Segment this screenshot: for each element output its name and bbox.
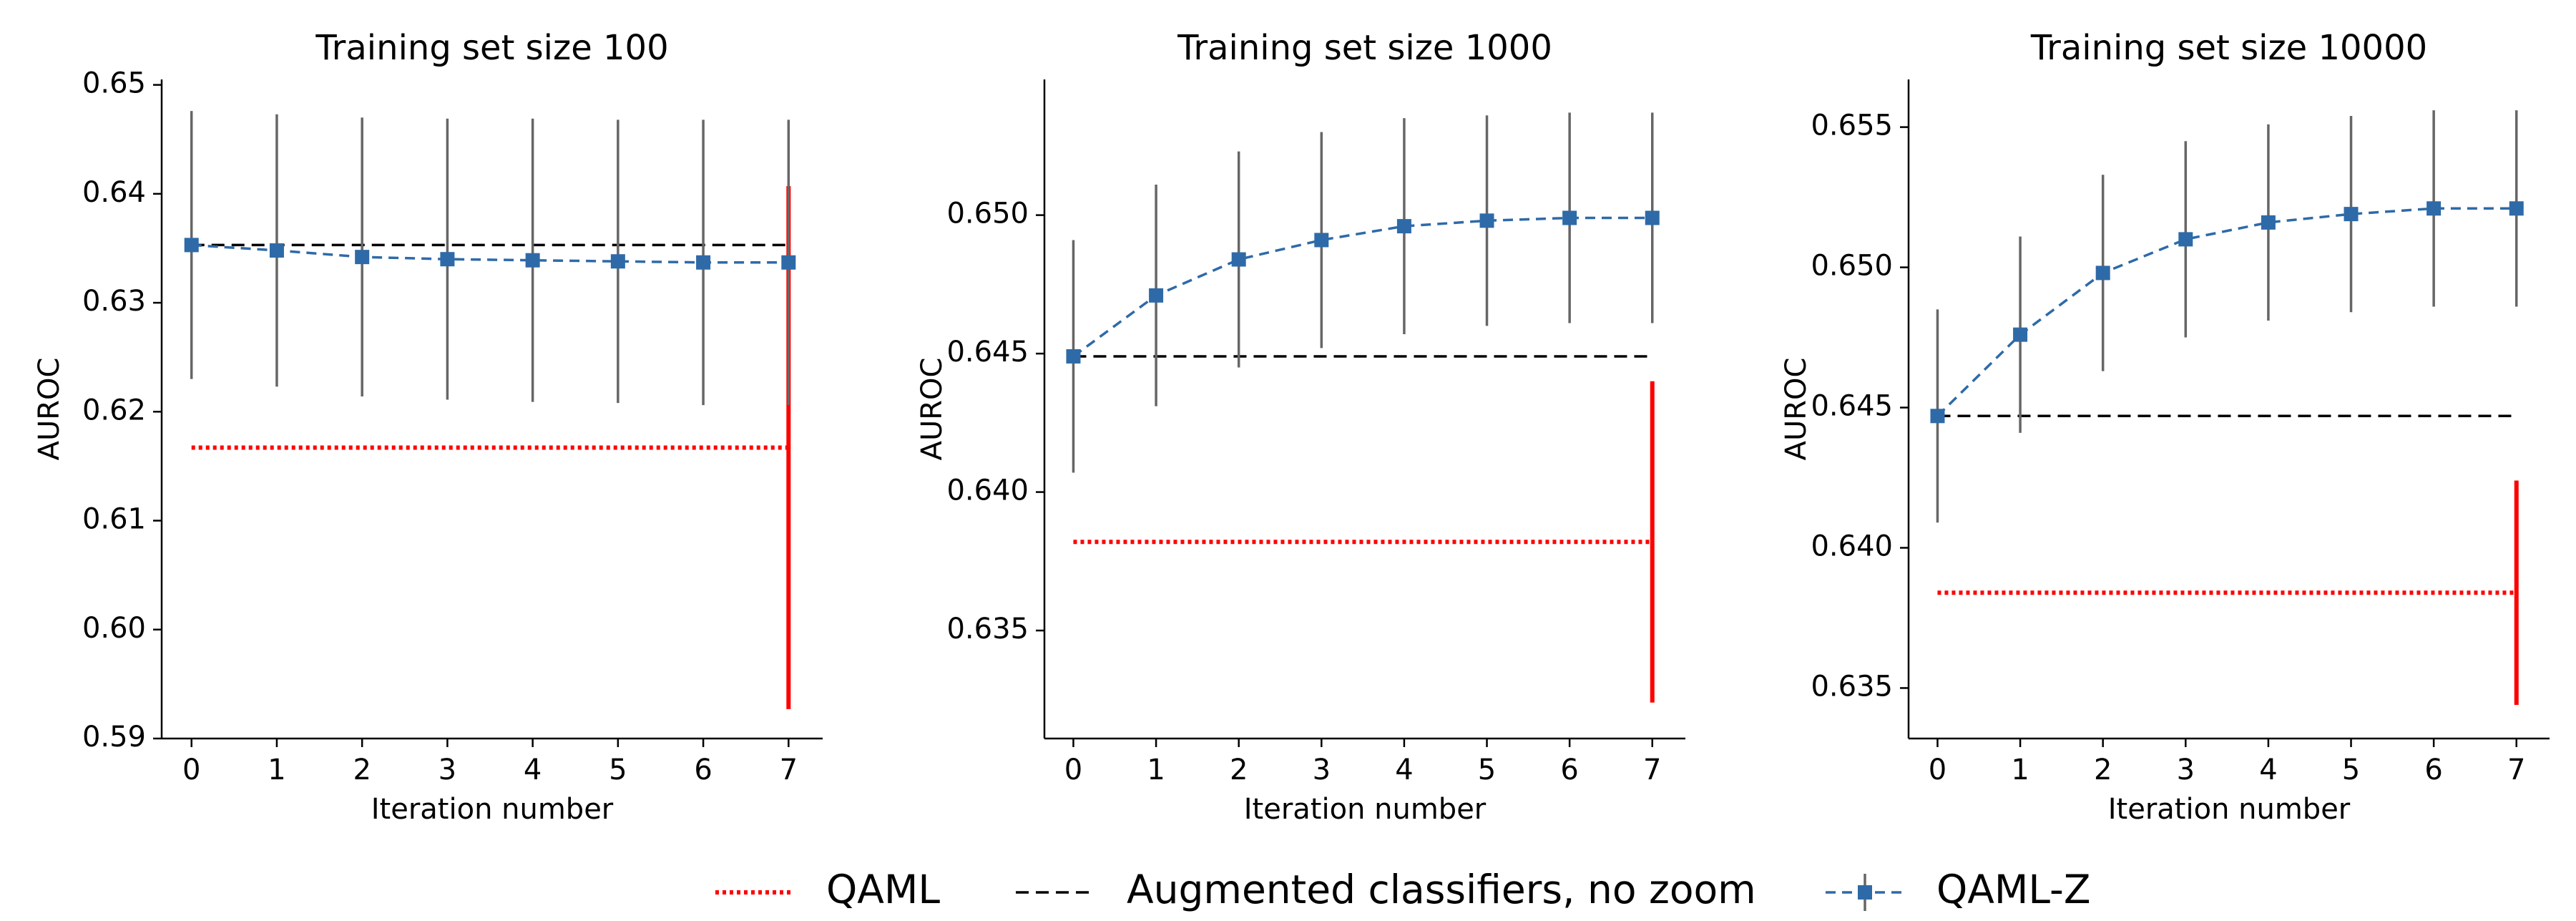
x-tick-label: 2 <box>2094 754 2112 786</box>
x-tick-label: 5 <box>2342 754 2360 786</box>
y-tick-label: 0.655 <box>1811 109 1893 142</box>
x-tick-label: 5 <box>609 754 627 786</box>
marker <box>1149 288 1164 303</box>
legend-label: Augmented classifiers, no zoom <box>1127 867 1756 912</box>
marker <box>2344 207 2359 222</box>
series-line <box>1072 216 1652 358</box>
y-tick-label: 0.65 <box>82 67 146 100</box>
legend-label: QAML-Z <box>1936 867 2091 912</box>
y-tick-label: 0.63 <box>82 285 146 318</box>
x-axis-label: Iteration number <box>1244 793 1487 826</box>
marker <box>1930 409 1945 424</box>
marker <box>1479 213 1494 228</box>
chart-title: Training set size 1000 <box>1177 28 1552 68</box>
marker <box>440 252 455 267</box>
x-tick-label: 6 <box>2424 754 2442 786</box>
y-tick-label: 0.650 <box>1811 250 1893 283</box>
x-tick-label: 4 <box>524 754 542 786</box>
x-tick-label: 3 <box>2177 754 2195 786</box>
marker <box>2178 232 2193 247</box>
x-tick-label: 0 <box>1929 754 1946 786</box>
marker <box>1562 210 1577 225</box>
x-tick-label: 2 <box>1230 754 1248 786</box>
marker <box>2013 327 2028 342</box>
x-tick-label: 3 <box>439 754 456 786</box>
x-tick-label: 2 <box>353 754 371 786</box>
marker <box>355 250 370 265</box>
y-axis-label: AUROC <box>916 358 949 461</box>
marker <box>2426 201 2442 216</box>
legend-marker <box>1858 885 1872 900</box>
series-line <box>191 243 789 264</box>
chart-title: Training set size 100 <box>315 28 668 68</box>
x-tick-label: 7 <box>2507 754 2525 786</box>
marker <box>696 255 711 270</box>
y-tick-label: 0.64 <box>82 176 146 209</box>
y-tick-label: 0.62 <box>82 394 146 427</box>
x-axis-label: Iteration number <box>2108 793 2351 826</box>
marker <box>1314 233 1329 248</box>
marker <box>1066 349 1081 364</box>
marker <box>610 254 625 269</box>
marker <box>2509 201 2524 216</box>
x-tick-label: 1 <box>1147 754 1165 786</box>
x-axis-label: Iteration number <box>371 793 614 826</box>
y-axis-label: AUROC <box>33 358 66 461</box>
series-line <box>1936 207 2517 417</box>
marker <box>1396 219 1411 234</box>
x-tick-label: 6 <box>694 754 712 786</box>
x-tick-label: 3 <box>1313 754 1331 786</box>
marker <box>525 253 540 268</box>
marker <box>781 255 796 270</box>
y-tick-label: 0.645 <box>1811 390 1893 423</box>
y-axis-label: AUROC <box>1780 358 1813 461</box>
y-tick-label: 0.60 <box>82 612 146 645</box>
y-tick-label: 0.635 <box>946 613 1029 645</box>
x-tick-label: 0 <box>182 754 200 786</box>
y-tick-label: 0.640 <box>946 474 1029 507</box>
y-tick-label: 0.650 <box>946 198 1029 230</box>
x-tick-label: 7 <box>780 754 798 786</box>
x-tick-label: 1 <box>268 754 285 786</box>
y-tick-label: 0.645 <box>946 336 1029 369</box>
legend-label: QAML <box>826 867 940 912</box>
x-tick-label: 6 <box>1560 754 1578 786</box>
y-tick-label: 0.59 <box>82 721 146 754</box>
x-tick-label: 1 <box>2011 754 2029 786</box>
x-tick-label: 4 <box>1395 754 1413 786</box>
marker <box>184 238 199 253</box>
y-tick-label: 0.640 <box>1811 530 1893 562</box>
y-tick-label: 0.61 <box>82 503 146 536</box>
marker <box>1231 252 1246 267</box>
marker <box>2095 265 2110 281</box>
chart-title: Training set size 10000 <box>2030 28 2427 68</box>
marker <box>1645 210 1660 225</box>
x-tick-label: 4 <box>2259 754 2277 786</box>
marker <box>269 243 284 258</box>
y-tick-label: 0.635 <box>1811 670 1893 703</box>
marker <box>2261 215 2276 230</box>
x-tick-label: 5 <box>1478 754 1496 786</box>
x-tick-label: 0 <box>1064 754 1082 786</box>
x-tick-label: 7 <box>1643 754 1661 786</box>
